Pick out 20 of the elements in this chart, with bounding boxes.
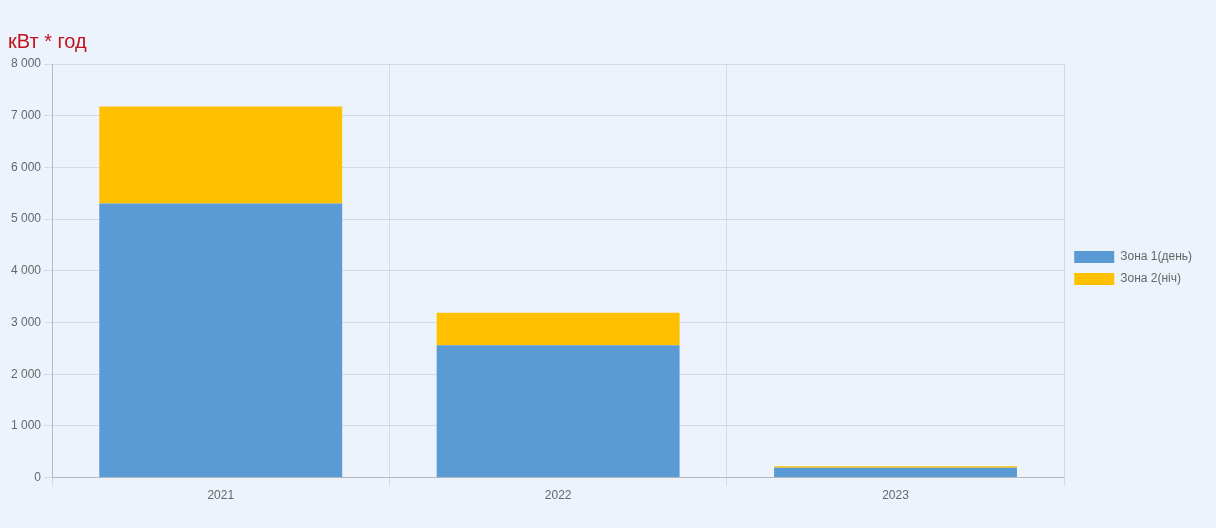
- chart-title: кВт * год: [8, 29, 88, 52]
- x-tick-label: 2021: [207, 488, 235, 503]
- y-tick-label: 0: [34, 469, 42, 484]
- y-tick-label: 3 000: [11, 314, 42, 329]
- x-tick-label: 2022: [544, 488, 572, 503]
- bar: [774, 467, 1017, 478]
- bar: [436, 312, 680, 346]
- y-tick-label: 8 000: [11, 56, 42, 71]
- y-tick-label: 5 000: [11, 211, 42, 226]
- y-tick-label: 7 000: [11, 108, 42, 123]
- x-tick-label: 2023: [882, 488, 910, 503]
- y-tick-label: 6 000: [11, 159, 42, 174]
- bar: [99, 106, 343, 204]
- y-tick-label: 1 000: [11, 418, 42, 433]
- bar: [436, 345, 680, 478]
- legend-label: Зона 1(день): [1120, 249, 1192, 264]
- y-tick-label: 4 000: [11, 263, 42, 278]
- y-tick-label: 2 000: [11, 366, 42, 381]
- legend-label: Зона 2(ніч): [1120, 271, 1181, 286]
- bar: [99, 203, 343, 478]
